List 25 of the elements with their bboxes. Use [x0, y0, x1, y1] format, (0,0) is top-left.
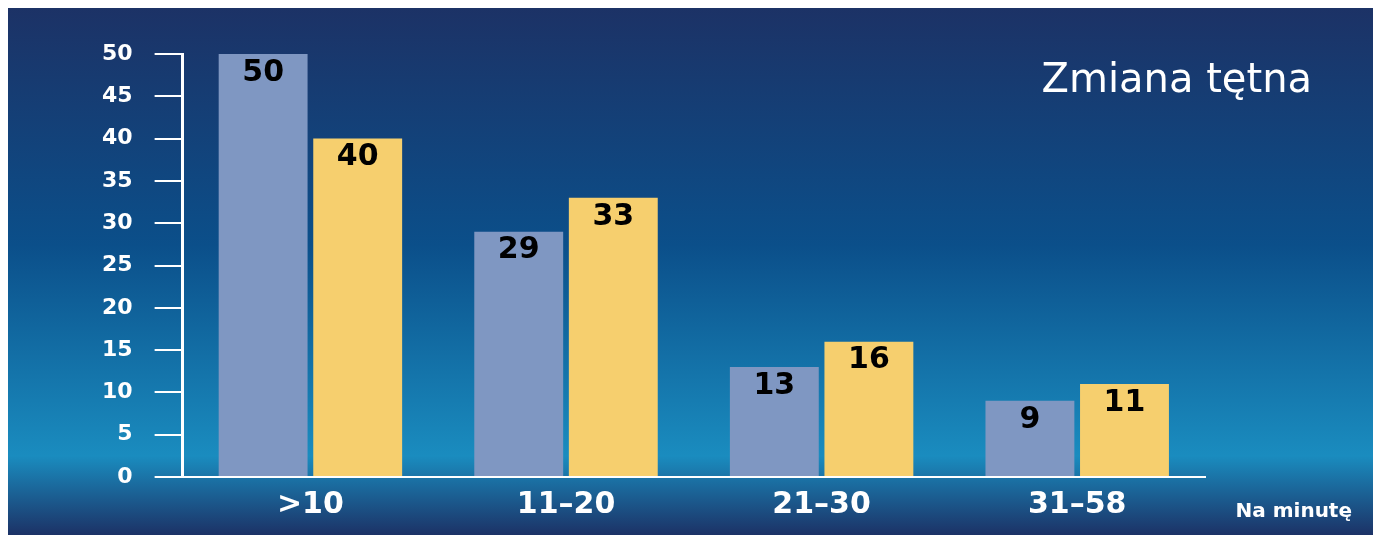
x-tick-label: 21–30: [772, 484, 871, 520]
y-tick-label: 45: [101, 82, 133, 108]
data-label: 16: [848, 340, 890, 376]
data-label: 33: [592, 196, 635, 232]
data-label: 11: [1103, 382, 1146, 418]
y-tick-label: 40: [101, 124, 133, 150]
chart-title: Zmiana tętna: [1041, 55, 1312, 101]
y-tick-label: 10: [101, 378, 133, 404]
y-tick-label: 50: [101, 39, 133, 65]
data-label: 40: [336, 137, 379, 173]
data-label: 29: [497, 230, 540, 266]
y-tick-label: 25: [101, 251, 133, 277]
y-tick-label: 20: [101, 293, 133, 319]
data-label: 50: [242, 52, 284, 88]
y-tick-label: 15: [101, 335, 133, 361]
x-tick-label: >10: [276, 484, 344, 520]
x-tick-label: 11–20: [516, 484, 616, 520]
x-tick-label: 31–58: [1027, 484, 1127, 520]
y-tick-label: 5: [117, 420, 133, 446]
y-tick-label: 35: [101, 166, 133, 192]
y-tick-label: 0: [117, 462, 133, 488]
x-axis-title: Na minutę: [1235, 498, 1352, 522]
data-label: 9: [1019, 399, 1041, 435]
data-label: 13: [753, 365, 796, 401]
y-tick-label: 30: [101, 208, 133, 234]
